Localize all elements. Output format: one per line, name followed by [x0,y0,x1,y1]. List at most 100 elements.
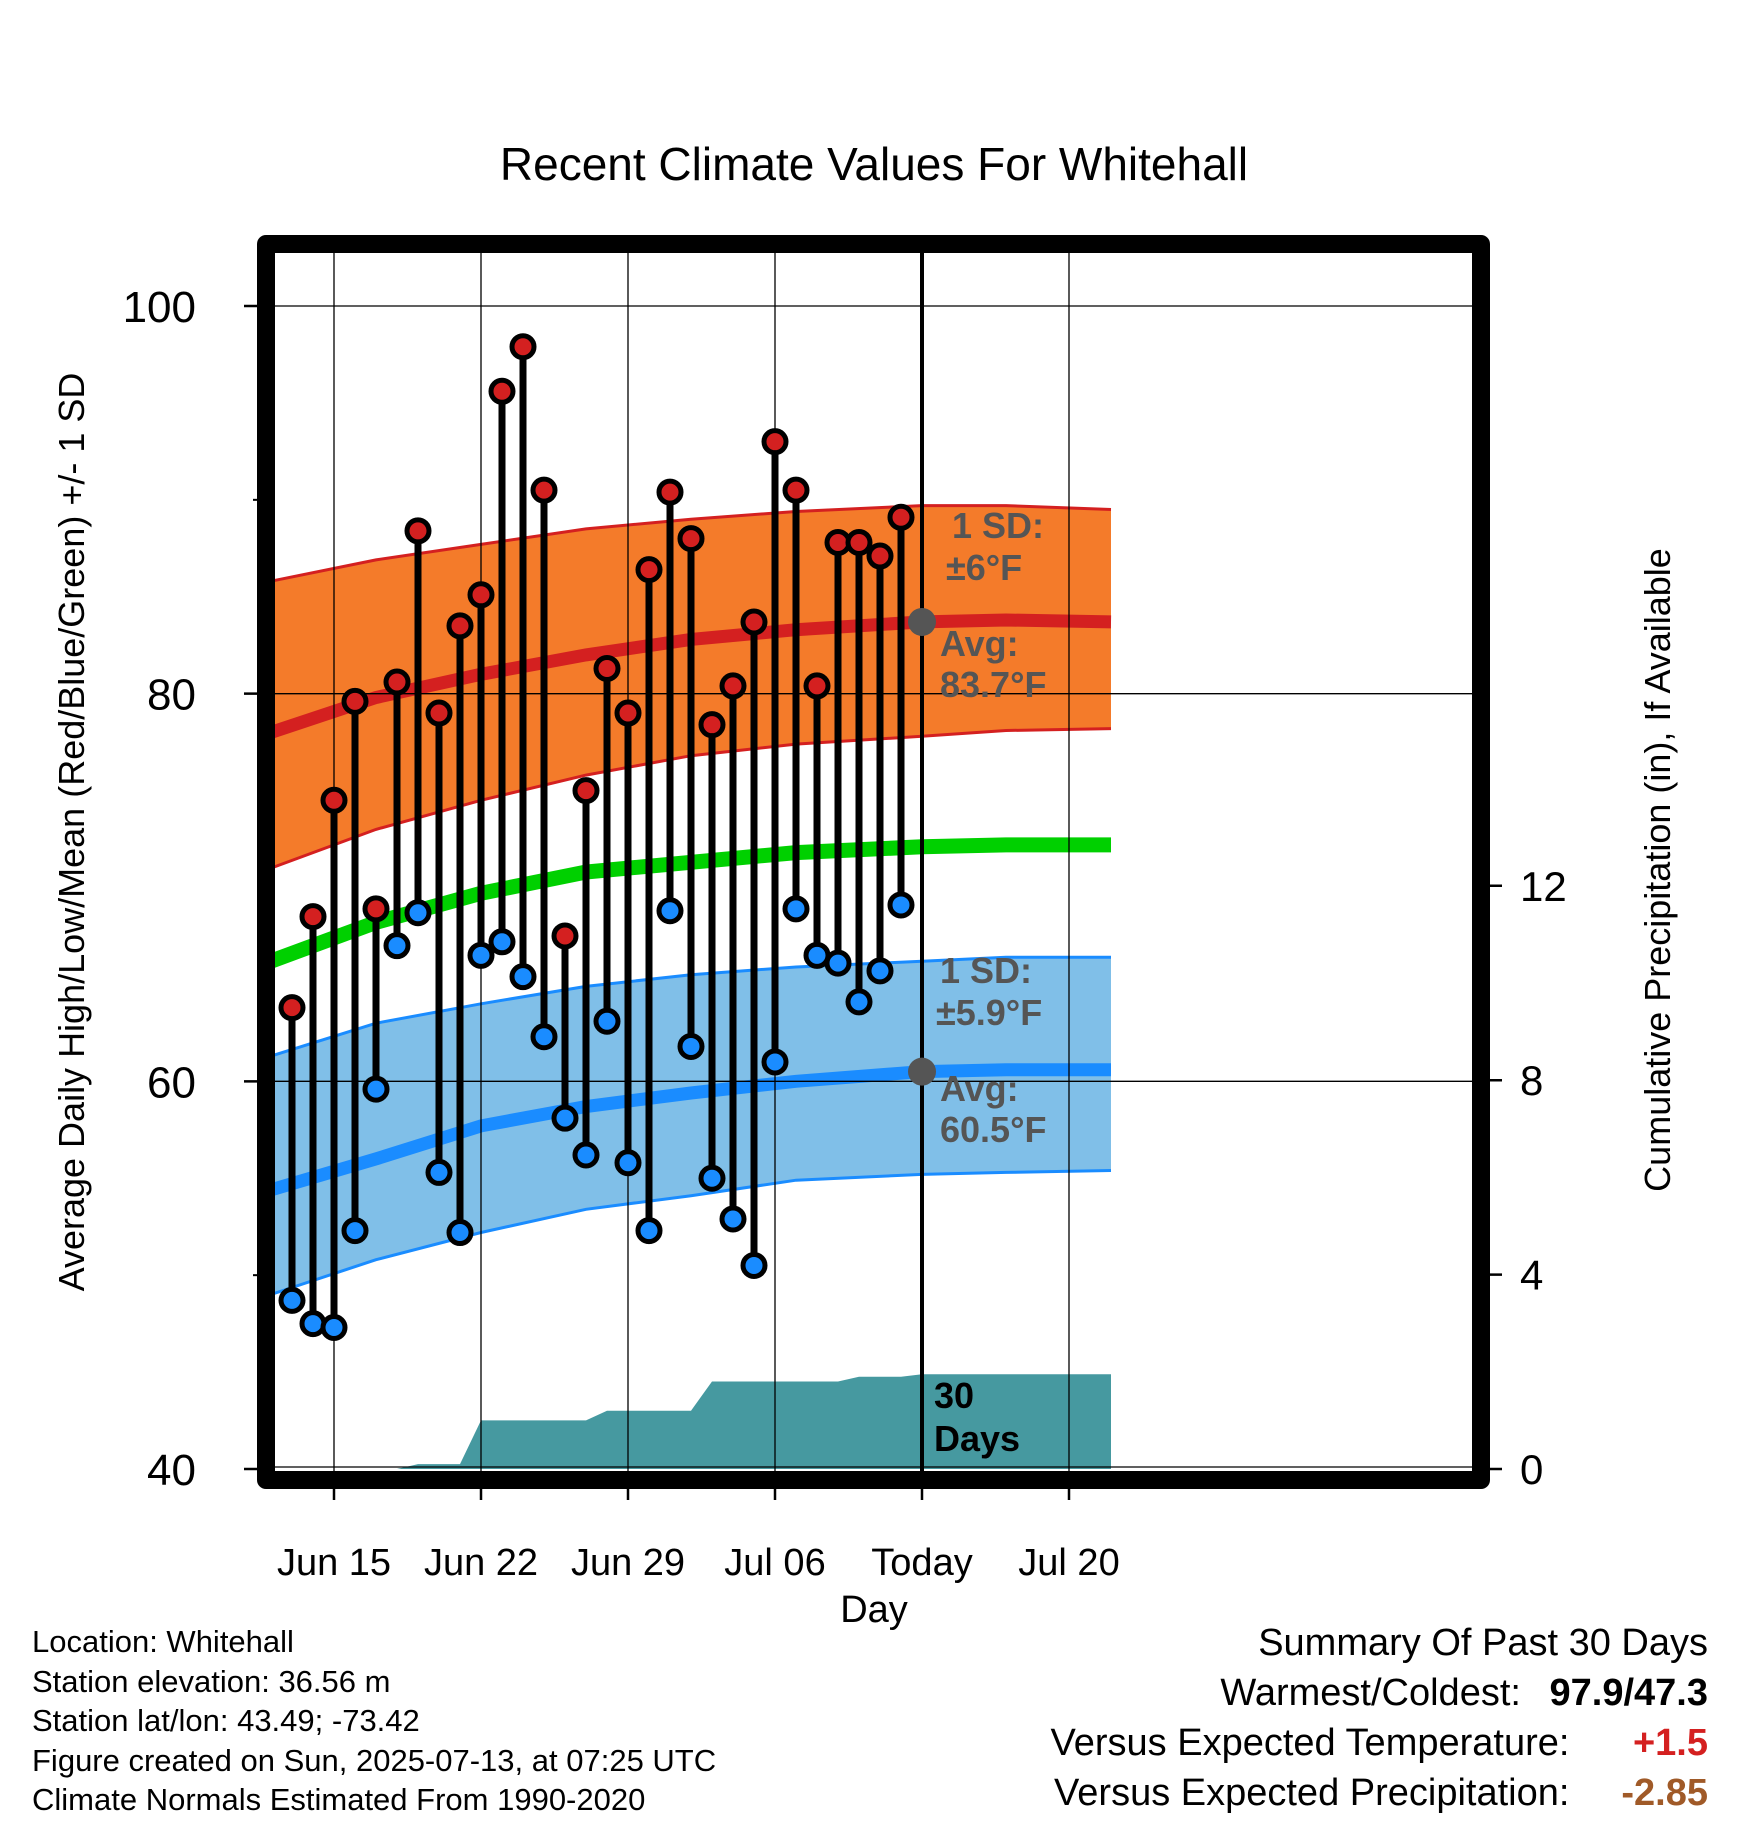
daily-high-point [845,528,873,556]
x-tick-label: Jul 06 [724,1542,825,1584]
daily-high-point [551,922,579,950]
low-sd-label: 1 SD: [940,950,1032,991]
x-tick-label: Jun 22 [424,1542,538,1584]
daily-high-point [341,687,369,715]
daily-low-point [614,1149,642,1177]
x-tick-label: Jul 20 [1018,1542,1119,1584]
daily-low-point [740,1251,768,1279]
daily-low-point [572,1141,600,1169]
daily-low-point [299,1310,327,1338]
y-axis-label: Average Daily High/Low/Mean (Red/Blue/Gr… [51,373,92,1292]
high-avg-value: 83.7°F [940,664,1046,705]
low-avg-label: Avg: [940,1068,1019,1109]
y2-tick-label: 0 [1520,1446,1543,1493]
precip-label: Versus Expected Precipitation: [1054,1772,1570,1814]
daily-low-point [593,1007,621,1035]
y-tick-label: 60 [147,1058,196,1107]
high-sd-label: 1 SD: [952,505,1044,546]
high-sd-band-upper-edge [270,504,1112,583]
y2-axis-label: Cumulative Precipitation (in), If Availa… [1637,548,1678,1192]
daily-high-point [887,503,915,531]
warmest-label: Warmest/Coldest: [1220,1672,1521,1714]
daily-low-point [530,1023,558,1051]
temp-label: Versus Expected Temperature: [1050,1722,1570,1764]
daily-low-point [866,957,894,985]
daily-low-point [320,1314,348,1342]
daily-high-point [530,476,558,504]
precip-days-count: 30 [934,1375,974,1416]
warmest-value: 97.9/47.3 [1549,1672,1708,1714]
daily-high-point [761,428,789,456]
daily-low-point [341,1217,369,1245]
daily-low-point [824,949,852,977]
daily-high-point [404,517,432,545]
daily-low-point [782,895,810,923]
daily-low-point [278,1286,306,1314]
daily-high-point [593,654,621,682]
y-tick-label: 100 [123,283,196,332]
daily-high-point [719,672,747,700]
y-tick-label: 80 [147,671,196,720]
daily-high-point [278,994,306,1022]
low-sd-band-lower-edge [270,1169,1112,1296]
daily-low-point [551,1104,579,1132]
daily-low-point [446,1219,474,1247]
daily-low-point [698,1164,726,1192]
daily-low-point [635,1217,663,1245]
daily-high-point [446,612,474,640]
high-avg-label: Avg: [940,623,1019,664]
latlon-text: Station lat/lon: 43.49; -73.42 [32,1703,420,1738]
daily-low-point [488,928,516,956]
daily-low-point [467,941,495,969]
daily-low-point [425,1158,453,1186]
daily-high-point [698,711,726,739]
chart-title: Recent Climate Values For Whitehall [500,138,1248,190]
y2-tick-label: 8 [1520,1057,1543,1104]
daily-high-point [656,478,684,506]
station-info: Location: Whitehall Station elevation: 3… [32,1622,932,1820]
daily-low-point [509,963,537,991]
daily-low-point [404,899,432,927]
today-high-normal-marker [908,607,936,636]
daily-high-point [425,699,453,727]
daily-high-point [299,903,327,931]
elevation-text: Station elevation: 36.56 m [32,1663,391,1699]
created-text: Figure created on Sun, 2025-07-13, at 07… [32,1742,717,1778]
daily-low-point [677,1032,705,1060]
daily-high-point [572,777,600,805]
normals-text: Climate Normals Estimated From 1990-2020 [32,1782,646,1817]
low-normal-line [269,1063,1111,1197]
daily-high-point [740,608,768,636]
daily-low-point [362,1075,390,1103]
precip-days-label: Days [934,1418,1020,1459]
daily-high-point [383,668,411,696]
today-low-normal-marker [908,1057,936,1086]
daily-low-point [887,891,915,919]
daily-high-point [803,672,831,700]
daily-high-point [614,699,642,727]
daily-low-point [656,897,684,925]
summary-title: Summary Of Past 30 Days [1258,1622,1708,1664]
y2-tick-label: 4 [1520,1252,1543,1299]
daily-low-point [761,1048,789,1076]
low-sd-value: ±5.9°F [936,992,1042,1033]
low-avg-value: 60.5°F [940,1109,1046,1150]
precip-row: Versus Expected Precipitation: -2.85 [808,1768,1708,1818]
temp-row: Versus Expected Temperature: +1.5 [808,1718,1708,1768]
daily-high-point [362,895,390,923]
daily-low-point [719,1205,747,1233]
daily-high-point [677,525,705,553]
daily-low-point [383,932,411,960]
daily-high-point [866,542,894,570]
daily-high-point [320,786,348,814]
precip-value: -2.85 [1621,1772,1708,1814]
warmest-row: Warmest/Coldest: 97.9/47.3 [808,1668,1708,1718]
x-tick-label: Jun 29 [571,1542,685,1584]
daily-high-point [509,333,537,361]
daily-high-point [782,476,810,504]
x-tick-label: Jun 15 [277,1542,391,1584]
y-tick-label: 40 [147,1446,196,1495]
plot-frame [257,235,1490,1489]
